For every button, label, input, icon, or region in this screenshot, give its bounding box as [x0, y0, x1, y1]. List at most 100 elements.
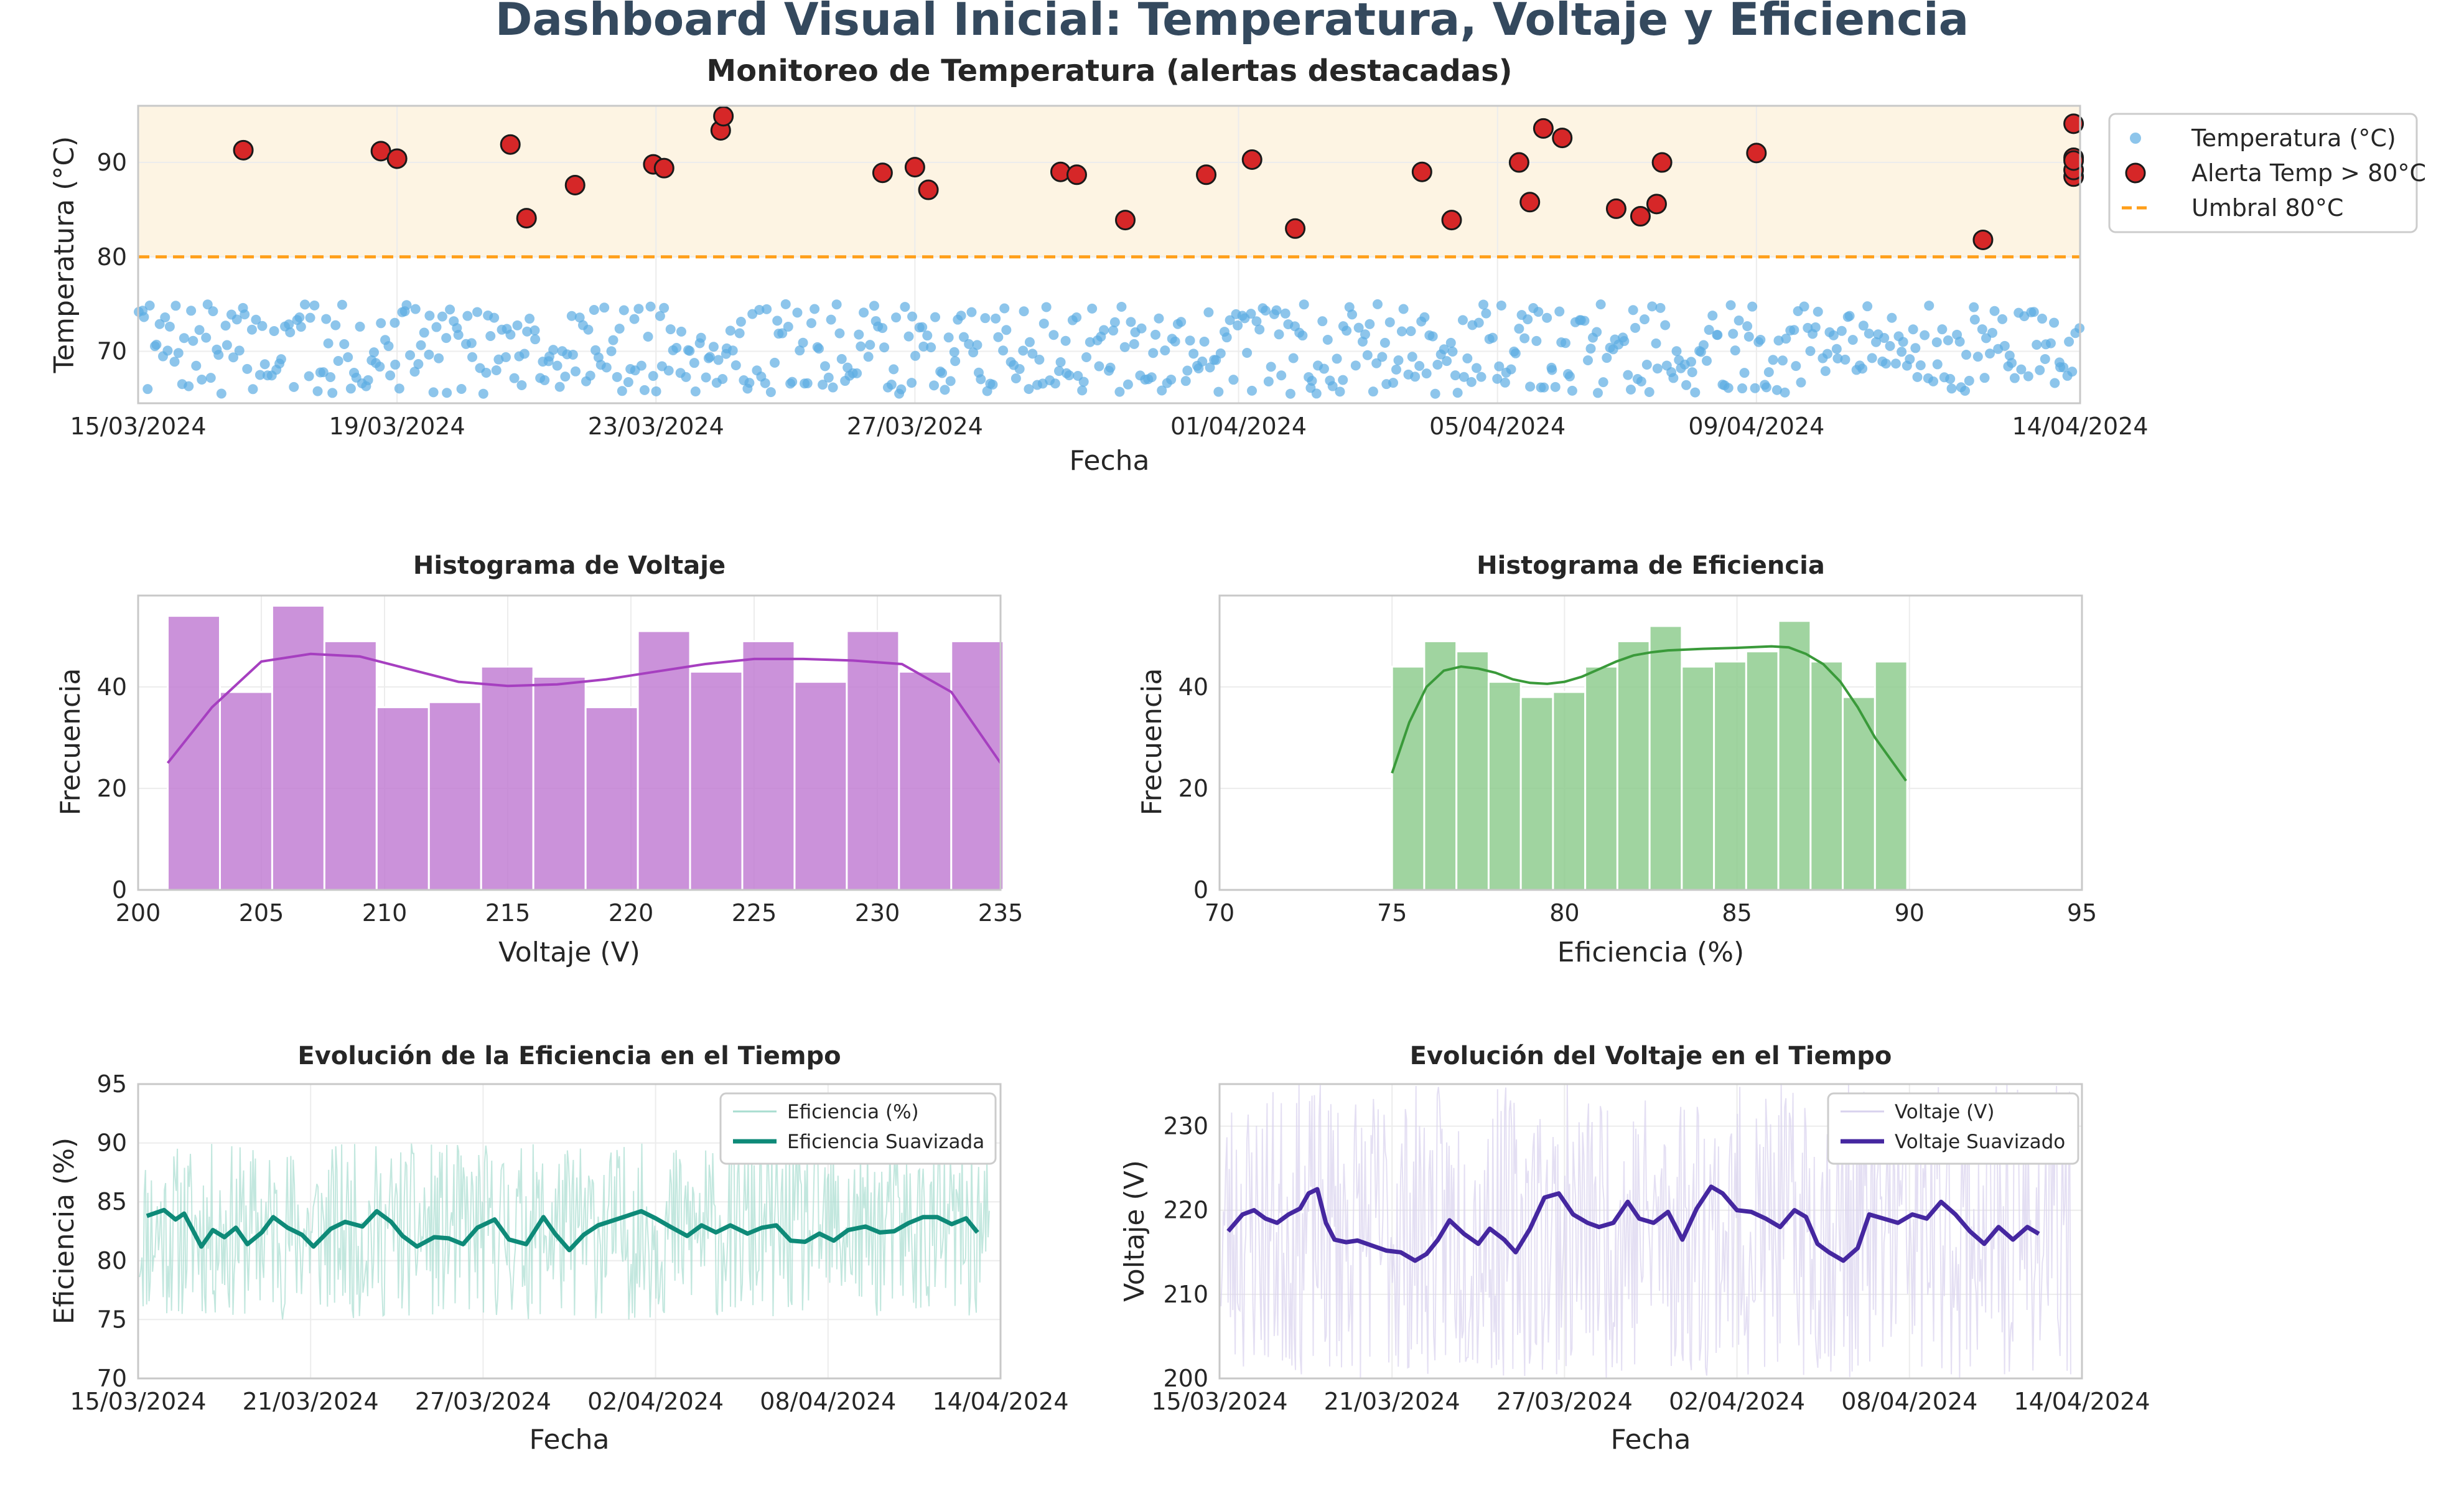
- temperature-point: [1997, 314, 2008, 324]
- temperature-point: [1567, 385, 1577, 396]
- temperature-point: [1391, 364, 1401, 375]
- alert-point: [904, 157, 925, 178]
- temperature-point: [289, 381, 299, 392]
- temperature-point: [216, 388, 226, 399]
- temperature-point: [390, 359, 401, 370]
- temperature-point: [1384, 317, 1395, 327]
- temperature-point: [1160, 345, 1170, 356]
- temperature-point: [276, 354, 286, 365]
- temperature-point: [633, 304, 644, 314]
- temperature-point: [734, 328, 745, 339]
- temperature-point: [2023, 371, 2033, 381]
- temperature-point: [375, 362, 385, 372]
- temperature-point: [254, 370, 265, 380]
- temperature-point: [1796, 377, 1806, 388]
- temperature-point: [205, 373, 216, 383]
- temperature-point: [2035, 365, 2045, 375]
- temperature-point: [1905, 354, 1915, 365]
- efficiency-histogram-bar: [1487, 681, 1522, 891]
- temperature-point: [1099, 325, 1109, 335]
- temperature-point: [834, 328, 845, 339]
- temperature-point: [865, 340, 875, 350]
- temperature-point: [1332, 353, 1342, 364]
- temperature-point: [1977, 324, 1987, 335]
- temperature-x-axis-label: Fecha: [1069, 445, 1149, 477]
- temperature-point: [1146, 372, 1157, 383]
- voltage-histogram-bar: [375, 706, 430, 891]
- voltage-histogram-bar: [323, 640, 378, 891]
- temperature-point: [570, 366, 581, 376]
- temperature-point: [1840, 354, 1850, 365]
- temperature-point: [585, 370, 595, 381]
- efficiency-histogram-y-tick-label: 0: [1193, 876, 1208, 904]
- voltage-timeseries-x-tick-label: 02/04/2024: [1669, 1388, 1805, 1415]
- temperature-point: [606, 346, 617, 357]
- efficiency-timeseries-x-tick-label: 21/03/2024: [243, 1388, 379, 1415]
- temperature-point: [1828, 330, 1839, 340]
- temperature-point: [1972, 352, 1983, 362]
- temperature-point: [1924, 301, 1934, 311]
- temperature-point: [1078, 376, 1089, 387]
- temperature-point: [958, 332, 969, 342]
- voltage-timeseries-plot-frame: [1218, 1083, 2083, 1380]
- temperature-point: [309, 300, 320, 311]
- temperature-point: [1525, 381, 1536, 392]
- voltage-histogram-kde-curve: [166, 652, 1002, 764]
- temperature-point: [993, 332, 1004, 342]
- temperature-point: [1027, 348, 1038, 359]
- temperature-point: [1554, 306, 1565, 317]
- temperature-point: [1583, 355, 1594, 366]
- efficiency-timeseries-y-tick-label: 70: [97, 1365, 127, 1392]
- temperature-point: [1246, 309, 1256, 319]
- efficiency-histogram-bar: [1519, 696, 1554, 891]
- alert-point: [1646, 194, 1667, 215]
- temperature-point: [1371, 358, 1382, 368]
- temperature-point: [1619, 336, 1630, 347]
- temperature-x-tick-label: 19/03/2024: [329, 413, 465, 440]
- temperature-point: [1739, 368, 1750, 378]
- temperature-point: [1197, 356, 1208, 367]
- temperature-point: [1579, 316, 1590, 326]
- legend-marker-alert: [2125, 162, 2146, 184]
- temperature-point: [663, 365, 674, 376]
- alert-point: [918, 179, 939, 200]
- temperature-point: [234, 345, 245, 356]
- temperature-point: [1150, 329, 1161, 340]
- temperature-point: [614, 324, 625, 334]
- temperature-point: [1989, 306, 2000, 316]
- temperature-point: [1299, 299, 1309, 310]
- temperature-point: [1943, 335, 1953, 345]
- temperature-point: [1188, 348, 1199, 359]
- temperature-point: [151, 339, 162, 350]
- temperature-point: [1531, 335, 1542, 346]
- temperature-point: [1055, 357, 1066, 367]
- voltage-timeseries-y-tick-label: 220: [1163, 1197, 1208, 1224]
- temperature-point: [645, 301, 656, 312]
- temperature-point: [162, 345, 173, 356]
- temperature-point: [1742, 321, 1753, 332]
- temperature-point: [1890, 358, 1901, 369]
- voltage-histogram-bar: [218, 691, 273, 891]
- temperature-point: [1789, 325, 1799, 335]
- temperature-point: [940, 385, 950, 395]
- temperature-point: [330, 320, 341, 330]
- temperature-point: [760, 378, 770, 388]
- temperature-point: [1533, 307, 1544, 317]
- temperature-point: [1791, 361, 1801, 372]
- temperature-point: [552, 360, 562, 371]
- temperature-point: [639, 385, 650, 395]
- temperature-point: [318, 367, 329, 378]
- temperature-point: [1652, 363, 1663, 374]
- temperature-point: [339, 339, 350, 350]
- alert-point: [1630, 206, 1651, 227]
- temperature-point: [810, 304, 820, 314]
- temperature-x-tick-label: 27/03/2024: [847, 413, 983, 440]
- efficiency-timeseries-y-tick-label: 90: [97, 1130, 127, 1157]
- efficiency-histogram-y-tick-label: 40: [1178, 673, 1208, 701]
- temperature-point: [1630, 322, 1641, 333]
- temperature-point: [1430, 388, 1440, 399]
- temperature-point: [284, 319, 294, 330]
- temperature-point: [428, 387, 439, 398]
- temperature-point: [659, 302, 670, 313]
- temperature-point: [1060, 335, 1071, 346]
